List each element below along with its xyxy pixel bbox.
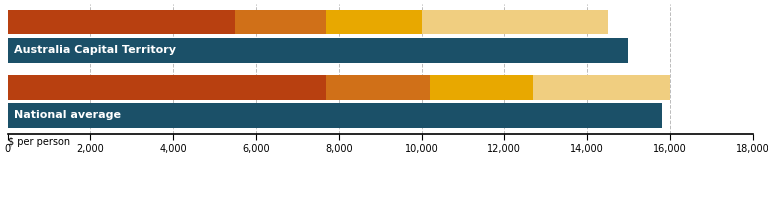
Text: Australia Capital Territory: Australia Capital Territory <box>14 45 176 55</box>
Bar <box>8 10 235 34</box>
Bar <box>326 10 422 34</box>
Text: National average: National average <box>14 110 121 120</box>
Bar <box>8 38 628 62</box>
Bar <box>533 75 670 100</box>
Bar <box>8 103 661 128</box>
Bar <box>430 75 533 100</box>
Bar <box>326 75 430 100</box>
Text: $ per person: $ per person <box>8 137 70 147</box>
Bar <box>8 75 326 100</box>
Bar <box>235 10 326 34</box>
Bar <box>422 10 607 34</box>
